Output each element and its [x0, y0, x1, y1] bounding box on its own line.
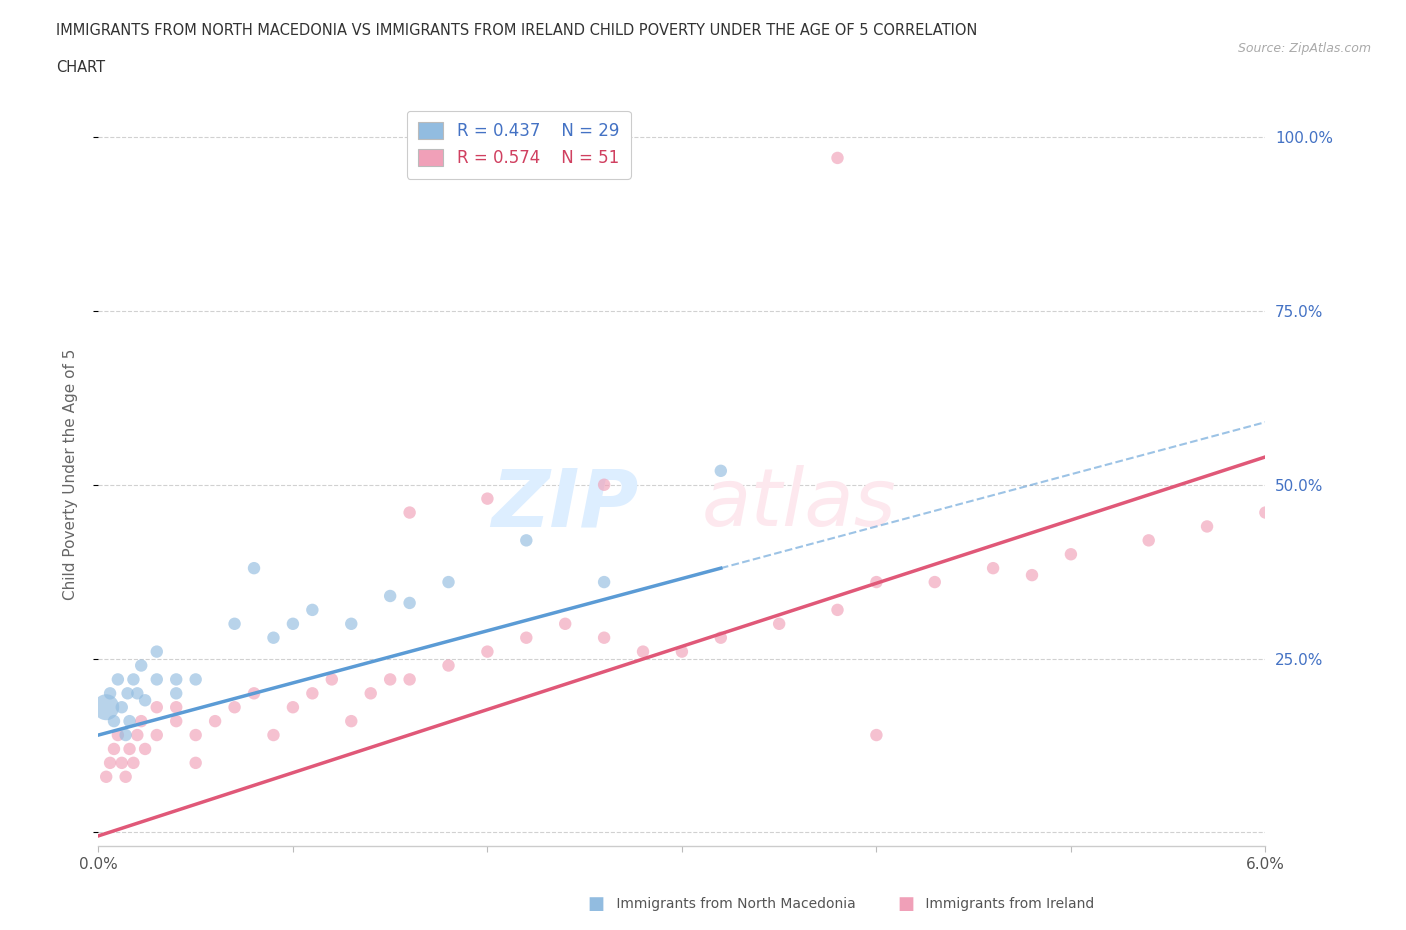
Point	[768, 617, 790, 631]
Point	[281, 617, 304, 631]
Point	[378, 672, 402, 687]
Text: Source: ZipAtlas.com: Source: ZipAtlas.com	[1237, 42, 1371, 55]
Point	[671, 644, 693, 659]
Point	[127, 727, 149, 742]
Text: atlas: atlas	[702, 465, 896, 543]
Text: ■: ■	[897, 895, 914, 913]
Point	[1021, 567, 1043, 582]
Point	[301, 603, 323, 618]
Point	[165, 699, 187, 714]
Point	[118, 713, 141, 728]
Point	[224, 699, 246, 714]
Point	[437, 575, 460, 590]
Point	[146, 672, 169, 687]
Point	[301, 686, 323, 701]
Point	[593, 477, 616, 492]
Point	[340, 617, 363, 631]
Point	[398, 595, 420, 610]
Point	[631, 644, 654, 659]
Point	[114, 769, 136, 784]
Point	[1254, 505, 1277, 520]
Point	[129, 658, 152, 673]
Legend: R = 0.437    N = 29, R = 0.574    N = 51: R = 0.437 N = 29, R = 0.574 N = 51	[406, 111, 630, 179]
Point	[437, 658, 460, 673]
Point	[262, 727, 284, 742]
Point	[262, 631, 284, 645]
Point	[146, 699, 169, 714]
Point	[243, 561, 266, 576]
Point	[111, 755, 134, 770]
Point	[129, 713, 152, 728]
Point	[1137, 533, 1160, 548]
Point	[98, 755, 121, 770]
Point	[827, 603, 849, 618]
Point	[593, 631, 616, 645]
Point	[96, 699, 118, 714]
Point	[281, 699, 304, 714]
Text: Immigrants from North Macedonia: Immigrants from North Macedonia	[612, 897, 855, 911]
Point	[118, 741, 141, 756]
Point	[340, 713, 363, 728]
Point	[122, 755, 145, 770]
Point	[593, 575, 616, 590]
Point	[710, 631, 733, 645]
Point	[515, 631, 537, 645]
Point	[321, 672, 343, 687]
Point	[134, 741, 156, 756]
Point	[224, 617, 246, 631]
Text: IMMIGRANTS FROM NORTH MACEDONIA VS IMMIGRANTS FROM IRELAND CHILD POVERTY UNDER T: IMMIGRANTS FROM NORTH MACEDONIA VS IMMIG…	[56, 23, 977, 38]
Point	[477, 644, 499, 659]
Point	[146, 727, 169, 742]
Text: ■: ■	[588, 895, 605, 913]
Point	[122, 672, 145, 687]
Point	[398, 672, 420, 687]
Point	[107, 672, 129, 687]
Point	[398, 505, 420, 520]
Point	[103, 713, 125, 728]
Point	[165, 672, 187, 687]
Point	[515, 533, 537, 548]
Point	[554, 617, 576, 631]
Point	[477, 491, 499, 506]
Text: ZIP: ZIP	[492, 465, 638, 543]
Point	[184, 672, 207, 687]
Text: Immigrants from Ireland: Immigrants from Ireland	[921, 897, 1094, 911]
Point	[981, 561, 1004, 576]
Point	[96, 769, 118, 784]
Point	[114, 727, 136, 742]
Point	[146, 644, 169, 659]
Point	[165, 713, 187, 728]
Point	[117, 686, 139, 701]
Point	[924, 575, 946, 590]
Point	[184, 755, 207, 770]
Point	[710, 463, 733, 478]
Point	[107, 727, 129, 742]
Point	[134, 693, 156, 708]
Point	[378, 589, 402, 604]
Point	[127, 686, 149, 701]
Point	[865, 727, 887, 742]
Point	[243, 686, 266, 701]
Point	[111, 699, 134, 714]
Point	[103, 741, 125, 756]
Point	[1195, 519, 1218, 534]
Point	[360, 686, 382, 701]
Point	[184, 727, 207, 742]
Text: CHART: CHART	[56, 60, 105, 75]
Point	[1060, 547, 1083, 562]
Point	[165, 686, 187, 701]
Y-axis label: Child Poverty Under the Age of 5: Child Poverty Under the Age of 5	[63, 349, 77, 600]
Point	[98, 686, 121, 701]
Point	[865, 575, 887, 590]
Point	[204, 713, 226, 728]
Point	[827, 151, 849, 166]
